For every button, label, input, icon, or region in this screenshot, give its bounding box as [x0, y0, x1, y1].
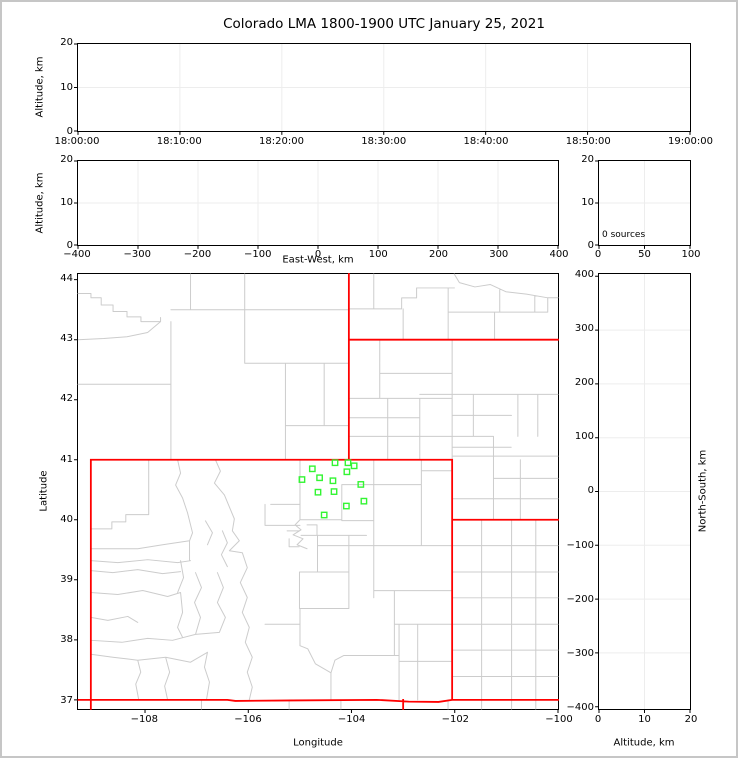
- tick-label: 20: [60, 37, 73, 48]
- tick-label: 10: [60, 197, 73, 208]
- tick-label: 0: [594, 714, 602, 725]
- tick-label: 300: [574, 323, 594, 335]
- ns-height-plot-area: [595, 274, 691, 713]
- tick-label: 0: [594, 249, 602, 260]
- altitude-vs-east-west-plot-area: [74, 160, 559, 249]
- tick-label: −300: [566, 647, 594, 659]
- county-boundaries: [77, 273, 559, 710]
- tick-label: 44: [60, 272, 73, 284]
- tick-label: 20: [581, 154, 594, 165]
- station-marker: [357, 481, 365, 488]
- tick-label: 18:00:00: [54, 136, 100, 147]
- tick-label: 10: [60, 81, 73, 93]
- station-marker: [320, 511, 328, 519]
- tick-label: 200: [574, 377, 594, 389]
- tick-marks: [74, 43, 691, 135]
- gridlines: [599, 274, 690, 709]
- tick-label: −200: [183, 249, 212, 260]
- tick-label: −400: [566, 701, 594, 713]
- tick-label: 18:10:00: [156, 136, 202, 147]
- tick-label: 50: [638, 249, 651, 260]
- panel-plan-view-map: [74, 273, 559, 713]
- station-marker: [298, 476, 306, 483]
- figure-title: Colorado LMA 1800-1900 UTC January 25, 2…: [223, 16, 545, 32]
- tick-label: 200: [428, 249, 449, 260]
- tick-label: 100: [681, 249, 701, 260]
- tick-label: 20: [684, 714, 698, 725]
- gridlines: [78, 44, 690, 131]
- ns-height-ylabel: North-South, km: [697, 449, 709, 533]
- tick-label: 0: [587, 240, 594, 251]
- tick-label: 19:00:00: [668, 136, 713, 147]
- source-histogram-plot-area: [595, 160, 691, 249]
- gridlines: [78, 161, 558, 245]
- tick-label: 100: [574, 431, 594, 443]
- panel-altitude-vs-east-west: [74, 160, 559, 249]
- tick-label: 39: [60, 574, 73, 586]
- time-height-ylabel: Altitude, km: [34, 56, 46, 118]
- tick-label: −102: [441, 714, 470, 725]
- station-marker: [330, 488, 338, 495]
- tick-label: 18:40:00: [463, 136, 509, 147]
- tick-label: 400: [574, 269, 594, 281]
- tick-label: −100: [545, 714, 573, 725]
- tick-label: 37: [60, 694, 73, 706]
- tick-label: 18:30:00: [361, 136, 407, 147]
- station-marker: [314, 488, 322, 496]
- tick-label: −104: [337, 714, 366, 725]
- tick-label: 10: [581, 197, 594, 208]
- panel-source-histogram: [595, 160, 691, 249]
- tick-label: 42: [60, 393, 73, 405]
- station-marker: [342, 502, 350, 510]
- panel-north-south-vs-altitude: [595, 273, 691, 713]
- tick-label: −300: [123, 249, 151, 260]
- tick-marks: [595, 275, 691, 713]
- tick-label: 18:20:00: [259, 136, 304, 147]
- tick-label: 0: [314, 249, 322, 260]
- tick-label: 100: [368, 249, 388, 260]
- tick-label: −100: [566, 539, 594, 551]
- tick-label: 38: [60, 634, 73, 646]
- tick-label: 0: [66, 126, 73, 137]
- tick-label: 41: [60, 453, 73, 465]
- station-marker: [316, 474, 323, 482]
- plan-view-plot-area: [74, 273, 559, 713]
- tick-label: 0: [587, 485, 594, 497]
- station-marker: [343, 468, 351, 476]
- tick-label: 40: [60, 513, 73, 525]
- tick-marks: [595, 160, 691, 249]
- ew-height-xlabel: East-West, km: [282, 254, 354, 266]
- altitude-vs-time-plot-area: [74, 43, 691, 135]
- station-marker: [329, 477, 337, 485]
- map-ylabel: Latitude: [38, 470, 50, 512]
- tick-label: 400: [549, 249, 569, 260]
- tick-label: 300: [489, 249, 509, 260]
- tick-marks: [74, 279, 559, 713]
- station-marker: [344, 459, 352, 467]
- lma-station-markers: [298, 459, 368, 519]
- station-marker: [360, 497, 368, 505]
- station-marker: [308, 465, 316, 473]
- tick-marks: [74, 160, 559, 249]
- ns-height-xlabel: Altitude, km: [613, 737, 675, 749]
- tick-label: −200: [566, 593, 594, 605]
- tick-label: 18:50:00: [565, 136, 611, 147]
- tick-label: −400: [63, 249, 91, 260]
- station-marker: [350, 462, 358, 470]
- panel-altitude-vs-time: [74, 43, 691, 135]
- state-boundaries: [77, 273, 559, 710]
- map-xlabel: Longitude: [293, 737, 343, 749]
- gridlines: [599, 161, 690, 245]
- ew-height-ylabel: Altitude, km: [34, 172, 46, 234]
- tick-label: 10: [638, 714, 651, 725]
- tick-label: −106: [234, 714, 262, 725]
- tick-label: 43: [60, 332, 73, 344]
- station-marker: [331, 459, 339, 467]
- source-count-annotation: 0 sources: [602, 230, 646, 240]
- tick-label: −108: [130, 714, 159, 725]
- tick-label: −100: [244, 249, 272, 260]
- tick-label: 20: [60, 154, 73, 165]
- tick-label: 0: [66, 240, 73, 251]
